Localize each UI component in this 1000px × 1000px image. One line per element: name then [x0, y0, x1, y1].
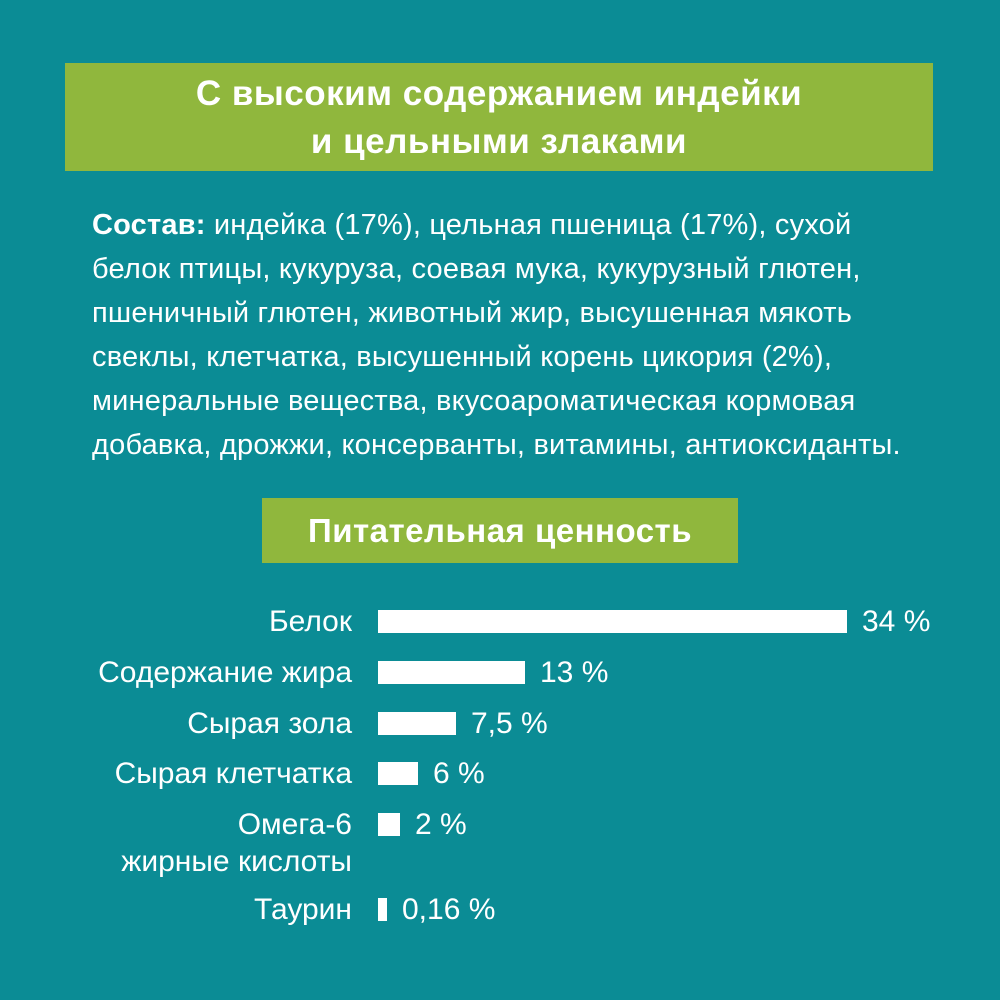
header-line-2: и цельными злаками [310, 122, 688, 161]
chart-row-label: Сырая клетчатка [114, 757, 352, 790]
composition-text: Состав: индейка (17%), цельная пшеница (… [92, 203, 920, 467]
nutrition-title-banner: Питательная ценность [262, 498, 738, 563]
chart-row-label: Содержание жира [98, 656, 352, 689]
chart-row-label: Сырая зола [187, 707, 352, 740]
header-banner: С высоким содержанием индейки и цельными… [65, 63, 933, 171]
chart-row: Таурин 0,16 % [0, 893, 1000, 958]
chart-row-label: Белок [268, 605, 352, 638]
chart-row: Белок 34 % [0, 605, 1000, 670]
chart-row: Сырая зола 7,5 % [0, 707, 1000, 772]
chart-value-label: 7,5 % [471, 707, 548, 740]
chart-row: Содержание жира 13 % [0, 656, 1000, 721]
chart-bar [378, 813, 400, 836]
chart-value-label: 0,16 % [402, 893, 496, 926]
chart-row-label: Таурин [254, 893, 352, 926]
chart-value-label: 2 % [415, 808, 467, 841]
chart-value-label: 13 % [540, 656, 609, 689]
chart-value-label: 34 % [862, 605, 931, 638]
chart-row: Омега-6 жирные кислоты 2 % [0, 808, 1000, 878]
chart-row: Сырая клетчатка 6 % [0, 757, 1000, 822]
chart-value-label: 6 % [433, 757, 485, 790]
chart-bar [378, 661, 525, 684]
header-line-1: С высоким содержанием индейки [195, 74, 803, 113]
composition-body: индейка (17%), цельная пшеница (17%), су… [92, 209, 901, 461]
composition-label: Состав: [92, 209, 206, 241]
chart-bar [378, 898, 387, 921]
chart-row-label: Омега-6 жирные кислоты [121, 808, 352, 878]
chart-bar [378, 712, 456, 735]
chart-bar [378, 762, 418, 785]
chart-bar [378, 610, 847, 633]
nutrition-title: Питательная ценность [307, 512, 693, 549]
